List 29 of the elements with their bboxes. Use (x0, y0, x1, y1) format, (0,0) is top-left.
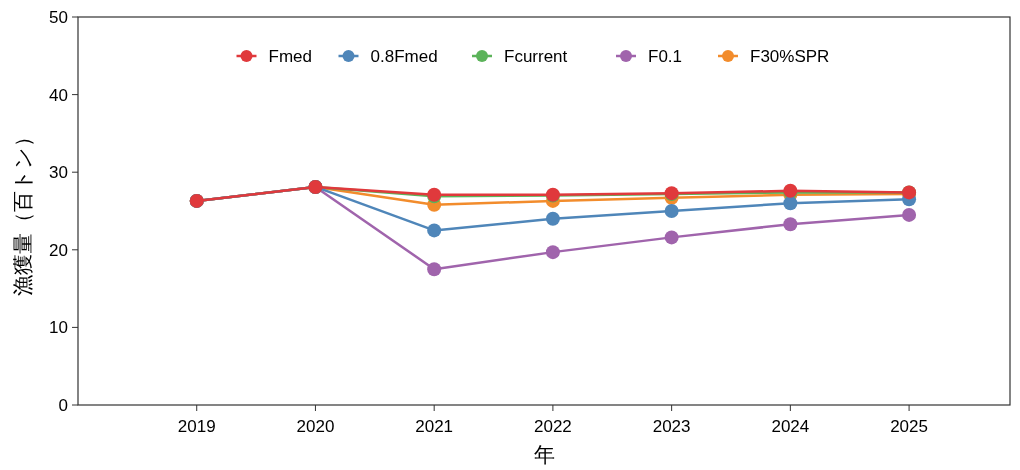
y-axis-title: 漁獲量（百トン） (11, 126, 34, 296)
legend-label: F0.1 (648, 47, 683, 66)
legend-label: F30%SPR (750, 47, 830, 66)
point (783, 217, 798, 232)
y-tick-label: 30 (49, 163, 68, 183)
legend-label: Fcurrent (504, 47, 568, 66)
x-tick-label: 2024 (771, 417, 810, 436)
y-tick-label: 0 (58, 396, 68, 415)
point (427, 262, 442, 277)
x-tick-label: 2019 (177, 417, 216, 436)
point (427, 223, 442, 238)
x-tick-label: 2020 (296, 417, 335, 436)
y-tick-label: 10 (49, 318, 68, 338)
legend-label: Fmed (268, 47, 312, 66)
x-tick-label: 2021 (415, 417, 454, 436)
point (664, 204, 679, 218)
x-axis-title: 年 (533, 443, 555, 466)
y-tick-label: 50 (49, 8, 68, 27)
point (902, 207, 917, 222)
x-tick-label: 2023 (652, 417, 691, 436)
x-tick-label: 2025 (890, 417, 928, 436)
point (783, 196, 798, 211)
point (545, 245, 560, 260)
point (664, 230, 679, 245)
x-tick-label: 2022 (533, 417, 572, 436)
y-tick-label: 40 (49, 85, 68, 105)
point (545, 211, 560, 226)
y-tick-label: 20 (49, 240, 68, 260)
legend-label: 0.8Fmed (370, 47, 438, 66)
